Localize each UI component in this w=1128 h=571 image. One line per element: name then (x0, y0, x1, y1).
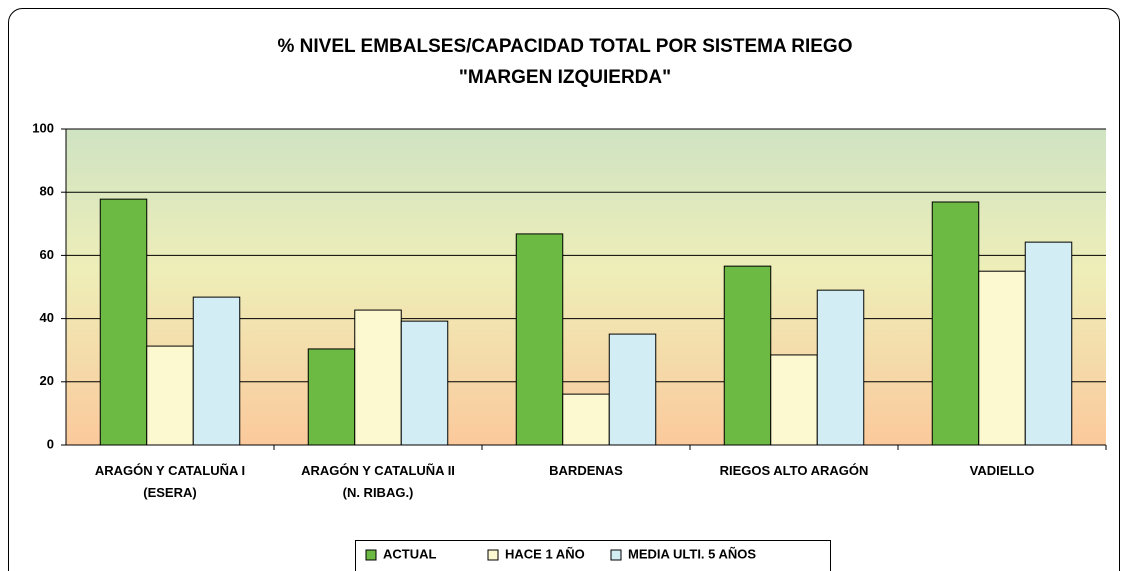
bar (816, 289, 865, 446)
x-tick-label: ARAGÓN Y CATALUÑA II (N. RIBAG.) (301, 463, 455, 500)
bar (931, 201, 980, 446)
bar (515, 233, 564, 446)
bar (192, 296, 241, 446)
y-tick-label: 40 (40, 310, 54, 325)
bar (1024, 241, 1073, 446)
x-tick-label: BARDENAS (549, 463, 623, 478)
bar (400, 320, 449, 446)
bar (99, 198, 148, 446)
bar (723, 265, 772, 446)
x-tick-label: ARAGÓN Y CATALUÑA I (ESERA) (95, 463, 245, 500)
legend-box (355, 540, 831, 571)
y-tick-label: 20 (40, 373, 54, 388)
legend-swatch (610, 549, 622, 561)
x-tick-label: RIEGOS ALTO ARAGÓN (720, 463, 869, 478)
bar (307, 348, 356, 446)
y-tick-label: 0 (47, 436, 54, 451)
bar (354, 309, 402, 446)
legend-swatch (365, 549, 377, 561)
legend-swatch (487, 549, 499, 561)
bar (978, 270, 1026, 446)
legend-label: HACE 1 AÑO (505, 546, 585, 561)
y-tick-label: 100 (32, 120, 54, 135)
bar (608, 333, 657, 446)
legend-label: MEDIA ULTI. 5 AÑOS (628, 546, 756, 561)
legend-label: ACTUAL (383, 546, 436, 561)
bar (770, 354, 818, 446)
y-tick-label: 80 (40, 184, 54, 199)
bar (146, 345, 194, 446)
chart-title: % NIVEL EMBALSES/CAPACIDAD TOTAL POR SIS… (278, 36, 853, 57)
bar (562, 393, 610, 446)
x-tick-label: VADIELLO (970, 463, 1035, 478)
chart-title: "MARGEN IZQUIERDA" (459, 67, 671, 88)
y-tick-label: 60 (40, 247, 54, 262)
